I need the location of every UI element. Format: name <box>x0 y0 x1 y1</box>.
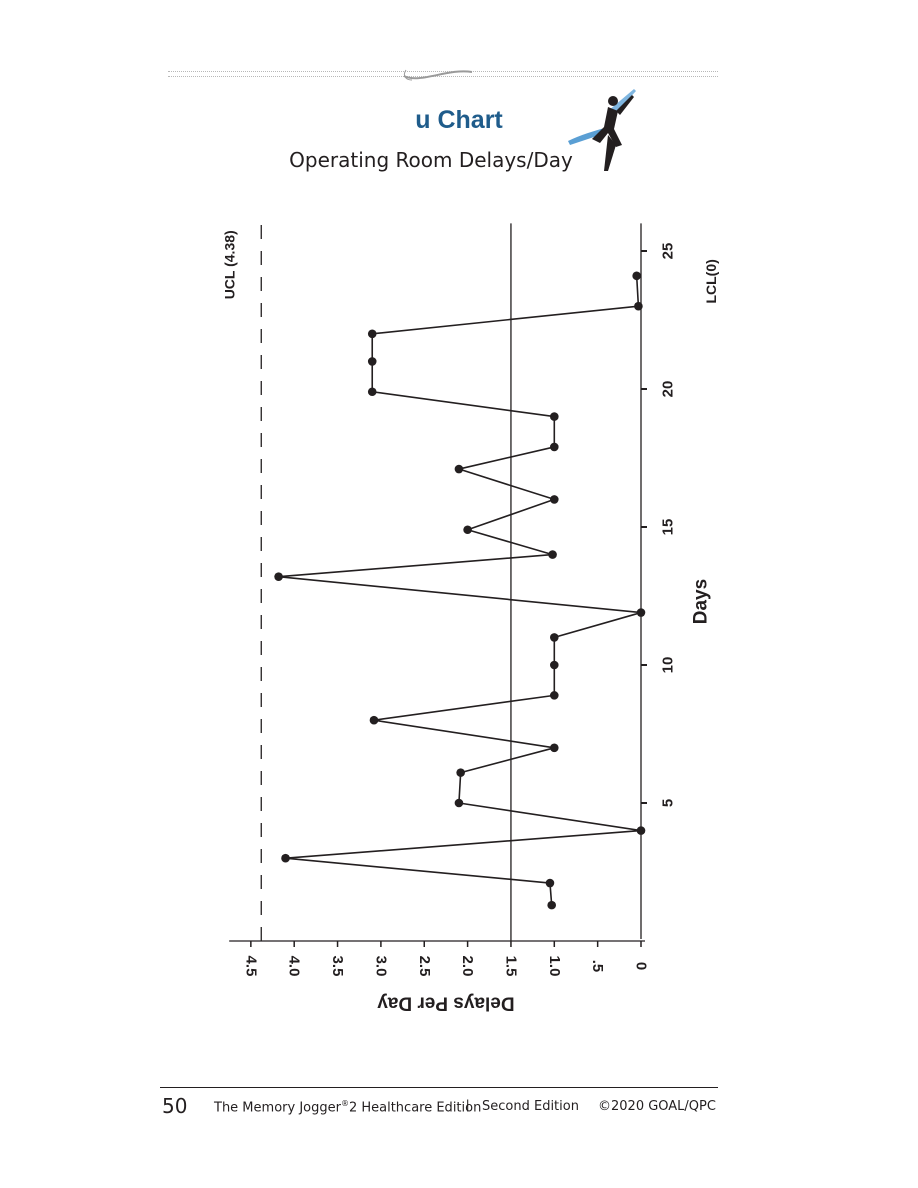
edition-label: Second Edition <box>482 1099 579 1114</box>
y-tick-label: 1.0 <box>546 956 563 977</box>
data-point-9 <box>550 691 559 700</box>
data-point-20 <box>367 387 377 397</box>
x-axis-title: Days <box>691 579 712 624</box>
swoosh-ornament-icon <box>403 69 473 81</box>
y-tick-label: 3.0 <box>372 956 389 977</box>
data-point-1 <box>547 900 556 910</box>
series-line <box>277 275 642 906</box>
page-number: 50 <box>162 1094 188 1118</box>
book-title-suffix: 2 Healthcare Edition <box>348 1100 482 1116</box>
data-point-6 <box>456 768 465 777</box>
y-tick-label: 4.5 <box>242 956 259 977</box>
data-point-16 <box>550 495 559 504</box>
data-point-23 <box>634 301 643 311</box>
y-tick-label: 2.0 <box>459 956 476 977</box>
x-tick-label: 20 <box>660 381 677 398</box>
y-axis-title: Delays Per Day <box>377 993 515 1014</box>
book-title: The Memory Jogger®2 Healthcare Edition <box>214 1099 481 1115</box>
data-point-4 <box>636 826 646 835</box>
y-tick-label: 4.0 <box>286 956 303 977</box>
data-point-14 <box>548 550 557 559</box>
footer-separator: | <box>466 1097 470 1112</box>
data-point-3 <box>281 853 290 863</box>
data-point-18 <box>550 442 559 452</box>
copyright: ©2020 GOAL/QPC <box>598 1099 716 1114</box>
y-tick-label: 2.5 <box>416 956 433 977</box>
data-point-11 <box>550 633 559 642</box>
page-subtitle: Operating Room Delays/Day <box>289 148 573 172</box>
y-tick-label: 3.5 <box>329 956 346 977</box>
page-title: u Chart <box>415 106 503 134</box>
x-tick-label: 15 <box>660 519 677 536</box>
x-tick-label: 5 <box>660 799 677 807</box>
ucl-label: UCL (4.38) <box>221 230 237 299</box>
x-tick-label: 10 <box>660 657 677 674</box>
footer-rule <box>160 1087 718 1088</box>
data-point-8 <box>369 715 379 725</box>
data-point-21 <box>367 357 377 366</box>
data-point-24 <box>632 271 641 281</box>
data-point-19 <box>550 412 559 421</box>
x-tick-label: 25 <box>660 243 677 260</box>
y-tick-label: .5 <box>589 960 606 973</box>
book-title-main: The Memory Jogger <box>214 1100 341 1116</box>
registered-mark: ® <box>340 1099 349 1108</box>
y-tick-label: 0 <box>633 962 650 970</box>
data-point-7 <box>550 743 559 753</box>
data-point-5 <box>454 798 464 808</box>
data-point-2 <box>545 878 555 888</box>
data-point-22 <box>367 329 377 339</box>
data-point-17 <box>454 464 464 474</box>
data-point-10 <box>550 660 559 670</box>
data-point-15 <box>463 525 472 535</box>
data-point-13 <box>274 572 283 581</box>
header-rule <box>168 71 718 77</box>
running-figure-icon <box>568 89 636 171</box>
data-point-12 <box>636 608 646 617</box>
lcl-label: LCL(0) <box>703 259 719 303</box>
y-tick-label: 1.5 <box>502 956 519 977</box>
